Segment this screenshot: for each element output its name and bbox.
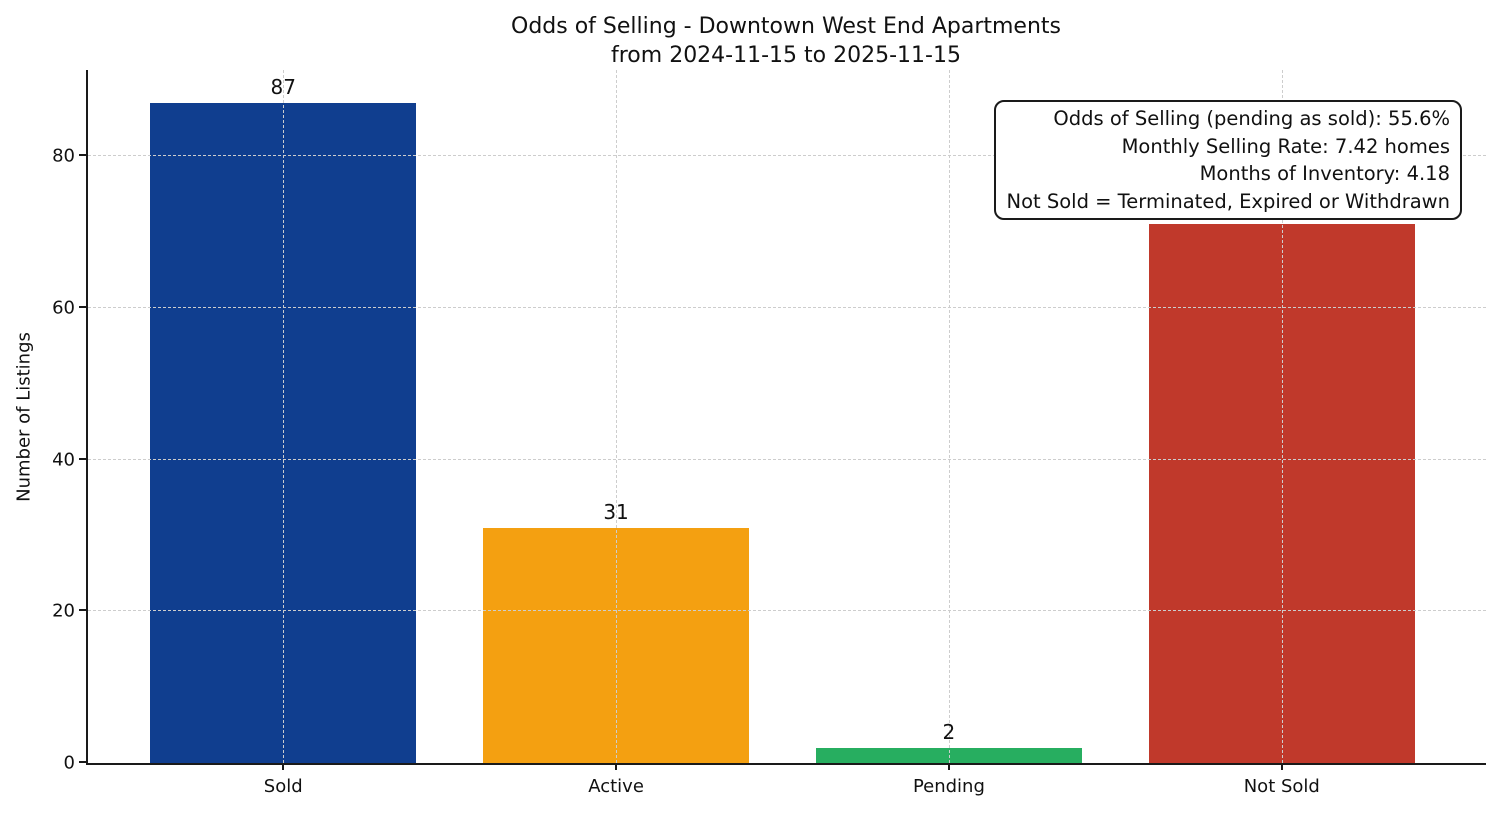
y-tick-label: 0 [63,752,75,774]
x-gridline [283,70,285,763]
x-tick-mark [947,763,950,770]
y-gridline [88,610,1486,612]
bar-sold [150,103,417,763]
annotation-line-odds: Odds of Selling (pending as sold): 55.6% [1053,107,1450,130]
y-gridline [88,306,1486,308]
chart-title: Odds of Selling - Downtown West End Apar… [511,14,1061,39]
annotation-line-not-sold-note: Not Sold = Terminated, Expired or Withdr… [1006,189,1450,213]
x-tick-label: Not Sold [1243,776,1320,797]
bar-value-label: 2 [942,719,956,744]
x-tick-mark [1280,763,1283,770]
y-tick-mark [79,305,86,308]
chart-title-block: Odds of Selling - Downtown West End Apar… [86,12,1486,70]
x-tick-label: Pending [912,776,985,797]
annotation-line-inventory: Months of Inventory: 4.18 [1199,162,1450,185]
y-tick-mark [79,154,86,157]
y-tick-mark [79,609,86,612]
y-tick-label: 60 [52,297,75,319]
bar-value-label: 31 [603,499,629,524]
x-tick-label: Active [588,776,644,797]
y-gridline [88,458,1486,460]
x-tick-label: Sold [263,776,303,797]
x-tick-mark [282,763,285,770]
x-gridline [616,70,618,763]
y-tick-label: 80 [52,145,75,167]
annotation-line-selling-rate: Monthly Selling Rate: 7.42 homes [1121,134,1450,158]
y-tick-mark [79,761,86,763]
x-gridline [1281,70,1283,763]
annotation-box: Odds of Selling (pending as sold): 55.6%… [994,100,1462,220]
y-tick-label: 40 [52,449,75,471]
x-gridline [948,70,950,763]
y-tick-label: 20 [52,600,75,622]
bar-value-label: 87 [270,75,296,99]
y-axis-label: Number of Listings [13,332,35,502]
x-tick-mark [615,763,618,770]
chart-subtitle: from 2024-11-15 to 2025-11-15 [611,43,961,68]
y-tick-mark [79,457,86,460]
plot-area: Odds of Selling (pending as sold): 55.6%… [52,70,1486,797]
y-gridline [88,155,1486,157]
